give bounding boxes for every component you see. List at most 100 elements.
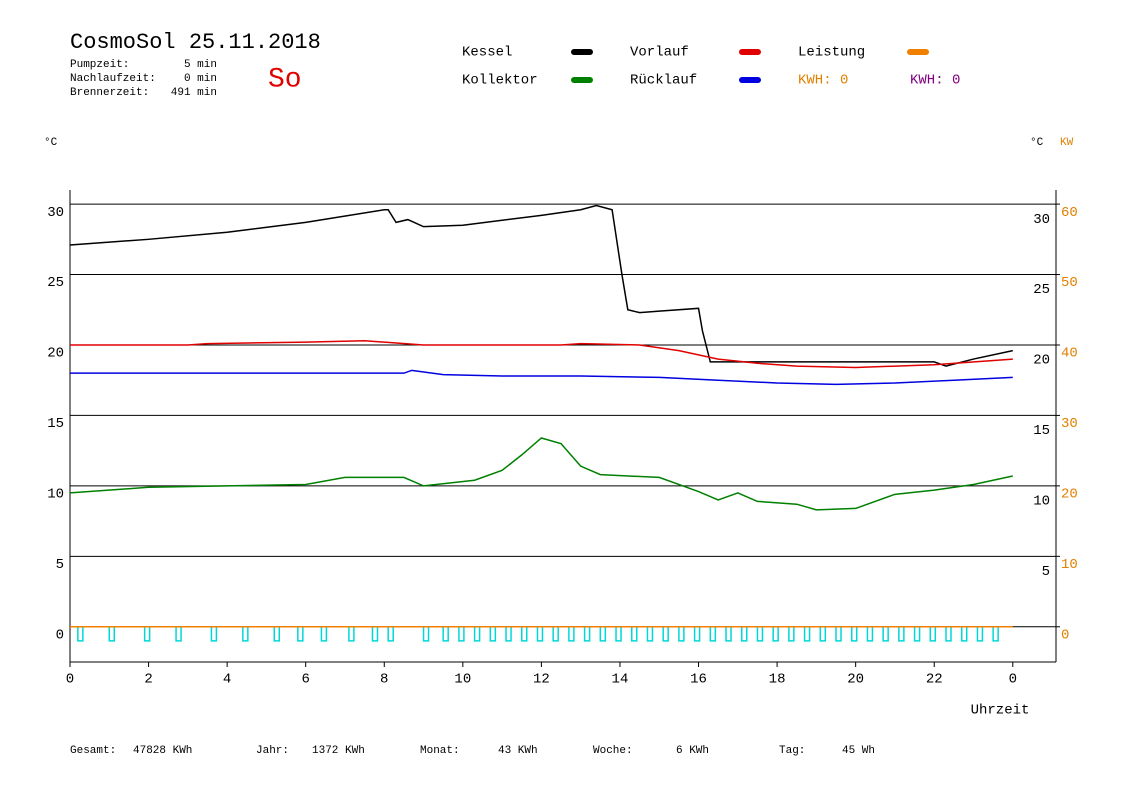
pump-pulse [536,626,544,642]
footer-value: 1372 KWh [312,745,365,757]
x-tick-label: 22 [926,672,943,688]
x-tick-label: 14 [612,672,629,688]
y2-unit: KW [1060,137,1074,149]
pump-pulse [77,626,84,642]
info-label: Pumpzeit: [70,59,129,71]
legend-label: Kessel [462,45,512,61]
pump-pulse [371,626,379,642]
y2-tick-label: 0 [1061,627,1069,643]
y2-tick-label: 50 [1061,275,1078,291]
pump-pulse [615,626,622,642]
info-value: 0 min [184,73,217,85]
y2-tick-label: 10 [1061,557,1078,573]
y-tick-label: 5 [56,557,64,573]
info-label: Brennerzeit: [70,87,149,99]
y-tick-label: 15 [47,416,64,432]
pump-pulse [242,626,249,642]
series-line [69,204,1013,367]
pump-pulse [108,626,116,642]
y-tick-label: 20 [47,346,64,362]
x-tick-label: 0 [66,672,74,688]
footer-value: 43 KWh [498,745,538,757]
y-tick-label: 10 [47,487,64,503]
pump-pulse [693,626,701,642]
pump-pulse [850,626,858,642]
y-tick-label: 0 [56,627,64,643]
x-tick-label: 4 [223,672,231,688]
pump-pulse [489,626,497,642]
y-right-tick-label: 5 [1042,564,1050,580]
footer-value: 47828 KWh [133,745,192,757]
pump-pulse [835,626,842,642]
x-tick-label: 8 [380,672,388,688]
y2-tick-label: 20 [1061,487,1078,503]
pump-pulse [803,626,811,642]
pump-pulse [929,626,937,642]
y-tick-label: 30 [47,205,64,221]
pump-pulse [945,626,952,642]
x-tick-label: 2 [144,672,152,688]
pump-pulse [175,626,182,642]
y-unit-right: °C [1030,137,1044,149]
legend-label: Rücklauf [630,73,697,89]
pump-pulse [458,626,465,642]
legend-label: Vorlauf [630,45,689,61]
x-tick-label: 10 [454,672,471,688]
pump-pulse [442,626,449,642]
pump-pulse [709,626,717,642]
x-tick-label: 12 [533,672,550,688]
pump-pulse [976,626,984,642]
info-label: Nachlaufzeit: [70,73,156,85]
pump-pulse [297,626,304,642]
footer-value: 45 Wh [842,745,875,757]
footer-label: Woche: [593,745,633,757]
series-line [69,437,1013,511]
pump-pulse [473,626,481,642]
x-tick-label: 6 [301,672,309,688]
footer-label: Jahr: [256,745,289,757]
pump-pulse [646,626,654,642]
y-right-tick-label: 20 [1033,353,1050,369]
pump-pulse [866,626,874,642]
y2-tick-label: 30 [1061,416,1078,432]
x-tick-label: 18 [769,672,786,688]
kwh-label: KWH: 0 [910,73,960,89]
pump-pulse [756,626,764,642]
pump-pulse [630,626,638,642]
x-tick-label: 0 [1009,672,1017,688]
series-line [70,340,1013,369]
legend-label: Kollektor [462,73,538,89]
x-tick-label: 16 [690,672,707,688]
pump-pulse [960,626,968,642]
pump-pulse [552,626,559,642]
pump-pulse [143,626,151,642]
pump-pulse [678,626,685,642]
info-value: 491 min [171,87,217,99]
pump-pulse [725,626,732,642]
x-axis-label: Uhrzeit [971,703,1030,719]
info-value: 5 min [184,59,217,71]
pump-pulse [819,626,827,642]
y2-tick-label: 60 [1061,205,1078,221]
pump-pulse [348,626,355,642]
y-right-tick-label: 10 [1033,494,1050,510]
footer-label: Gesamt: [70,745,116,757]
pump-pulse [387,626,394,642]
pump-pulse [992,626,999,642]
y-right-tick-label: 15 [1033,423,1050,439]
y-tick-label: 25 [47,275,64,291]
y-unit-left: °C [44,137,58,149]
x-tick-label: 20 [847,672,864,688]
kwh-label: KWH: 0 [798,73,848,89]
legend-label: Leistung [798,45,865,61]
chart-title: CosmoSol 25.11.2018 [70,30,321,55]
pump-pulse [583,626,591,642]
pump-pulse [568,626,575,642]
y-right-tick-label: 30 [1033,212,1050,228]
footer-value: 6 KWh [676,745,709,757]
pump-pulse [788,626,795,642]
pump-pulse [505,626,512,642]
pump-pulse [898,626,905,642]
y-right-tick-label: 25 [1033,282,1050,298]
